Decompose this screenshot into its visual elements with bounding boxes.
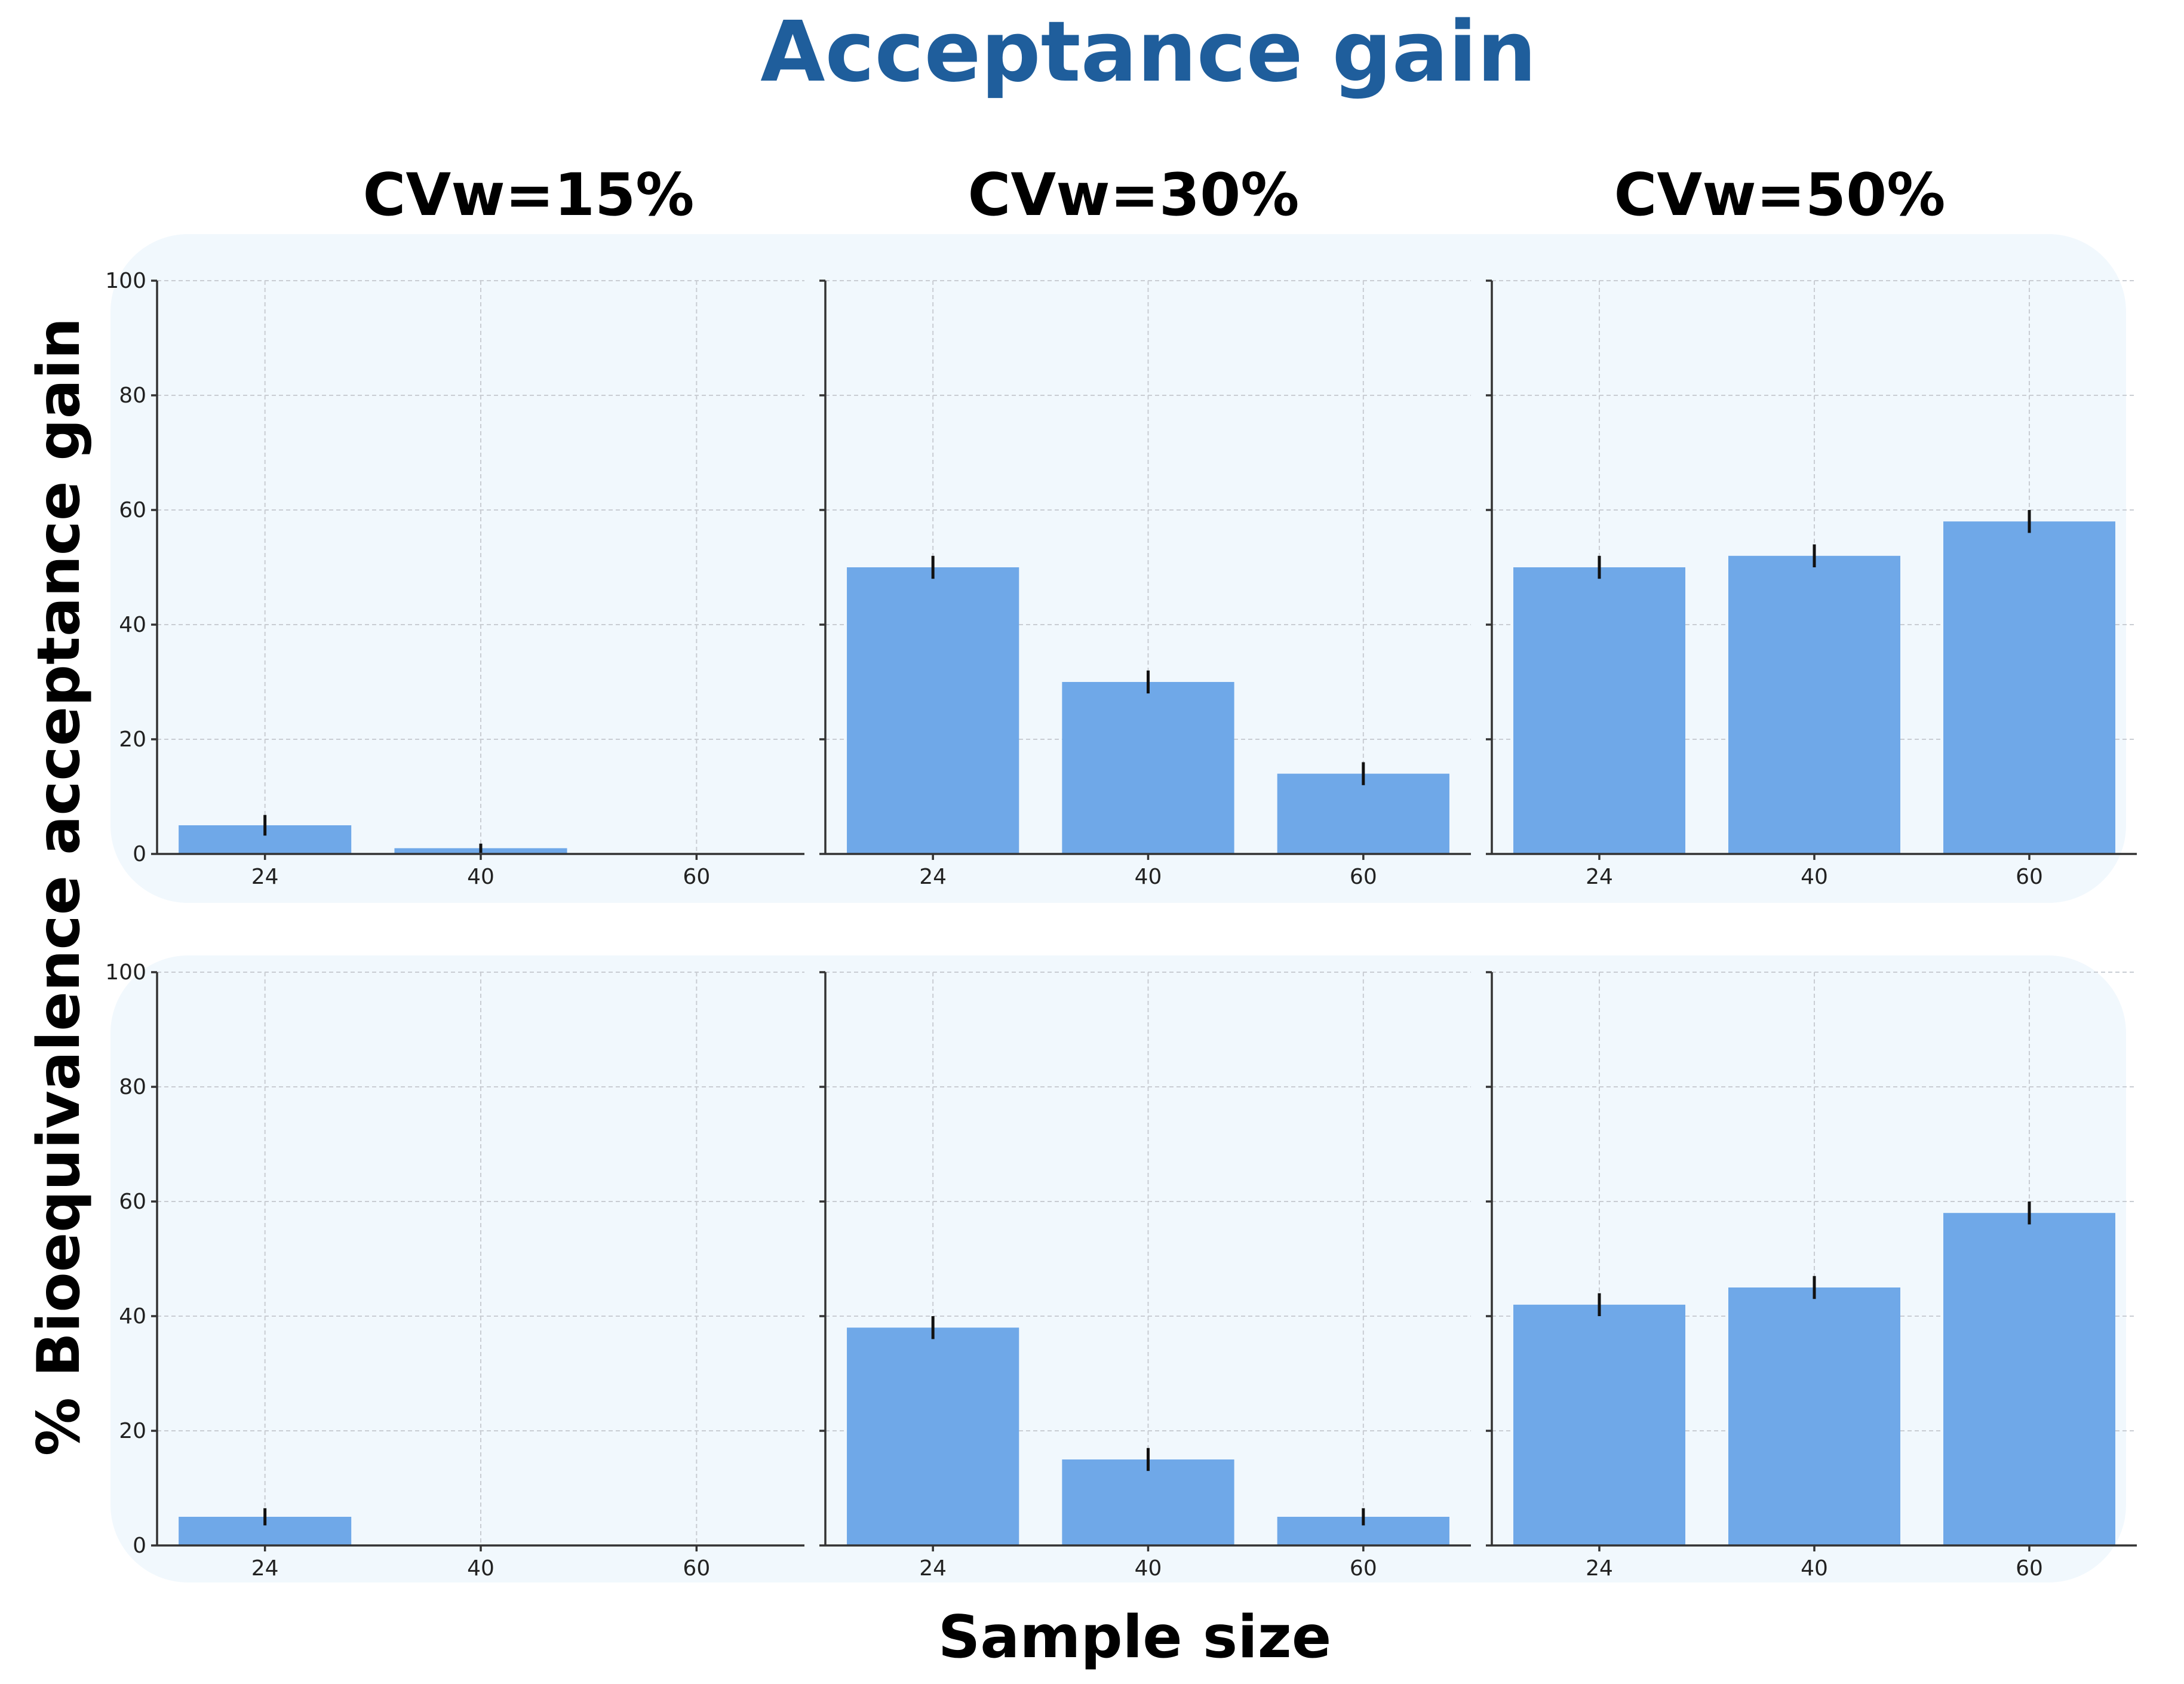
- y-tick-label: 100: [105, 960, 146, 985]
- bar-24: [1513, 1304, 1685, 1545]
- x-axis-label: Sample size: [938, 1603, 1332, 1671]
- y-tick-label: 0: [133, 842, 146, 866]
- bar-60: [1943, 1213, 2115, 1545]
- bar-40: [1062, 682, 1234, 854]
- x-tick-label: 40: [467, 865, 494, 889]
- bar-40: [1728, 555, 1900, 854]
- x-tick-label: 60: [2016, 865, 2043, 889]
- y-tick-label: 60: [119, 1190, 146, 1214]
- chart-title: Acceptance gain: [760, 4, 1537, 101]
- x-tick-label: 24: [919, 1556, 947, 1581]
- x-tick-label: 60: [1350, 1556, 1377, 1581]
- bar-60: [1277, 773, 1449, 854]
- panel-row2-col2: 24 40 60: [819, 971, 1471, 1581]
- column-title-cvw30: CVw=30%: [968, 161, 1300, 229]
- bar-60: [1943, 521, 2115, 854]
- y-tick-label: 80: [119, 1075, 146, 1099]
- x-tick-label: 40: [1801, 1556, 1828, 1581]
- column-title-cvw15: CVw=15%: [363, 161, 695, 229]
- panel-row2-col3: 24 40 60: [1486, 971, 2137, 1581]
- y-tick-label: 0: [133, 1534, 146, 1558]
- y-tick-label: 80: [119, 383, 146, 408]
- x-tick-label: 60: [2016, 1556, 2043, 1581]
- column-title-cvw50: CVw=50%: [1614, 161, 1946, 229]
- x-tick-label: 60: [683, 1556, 710, 1581]
- x-tick-label: 40: [467, 1556, 494, 1581]
- y-tick-label: 40: [119, 613, 146, 637]
- panel-row2-col1: 0 20 40 60 80 100 24 40 60: [105, 960, 804, 1581]
- panel-row1-col2: 24 40 60: [819, 279, 1471, 889]
- x-tick-label: 40: [1135, 865, 1162, 889]
- bar-24: [1513, 567, 1685, 854]
- bar-24: [847, 567, 1019, 854]
- y-tick-label: 20: [119, 727, 146, 752]
- y-tick-label: 100: [105, 269, 146, 293]
- bar-40: [1728, 1287, 1900, 1545]
- y-tick-label: 60: [119, 498, 146, 523]
- x-tick-label: 24: [1586, 1556, 1613, 1581]
- x-tick-label: 40: [1135, 1556, 1162, 1581]
- x-tick-label: 24: [1586, 865, 1613, 889]
- y-axis-label: % Bioequivalence acceptance gain: [25, 318, 93, 1456]
- panel-row1-col3: 24 40 60: [1486, 279, 2137, 889]
- x-tick-label: 24: [251, 1556, 279, 1581]
- x-tick-label: 60: [683, 865, 710, 889]
- bar-40: [1062, 1459, 1234, 1545]
- x-tick-label: 24: [919, 865, 947, 889]
- bar-24: [847, 1327, 1019, 1545]
- panel-row1-col1: 0 20 40 60 80 100 24 40 60: [105, 269, 804, 889]
- x-tick-label: 40: [1801, 865, 1828, 889]
- y-tick-label: 40: [119, 1304, 146, 1329]
- panels-group: 0 20 40 60 80 100 24 40 60 24 40 60 24 40 60 0 20 40 60 80 1…: [105, 269, 2137, 1581]
- x-tick-label: 24: [251, 865, 279, 889]
- x-tick-label: 60: [1350, 865, 1377, 889]
- y-tick-label: 20: [119, 1419, 146, 1443]
